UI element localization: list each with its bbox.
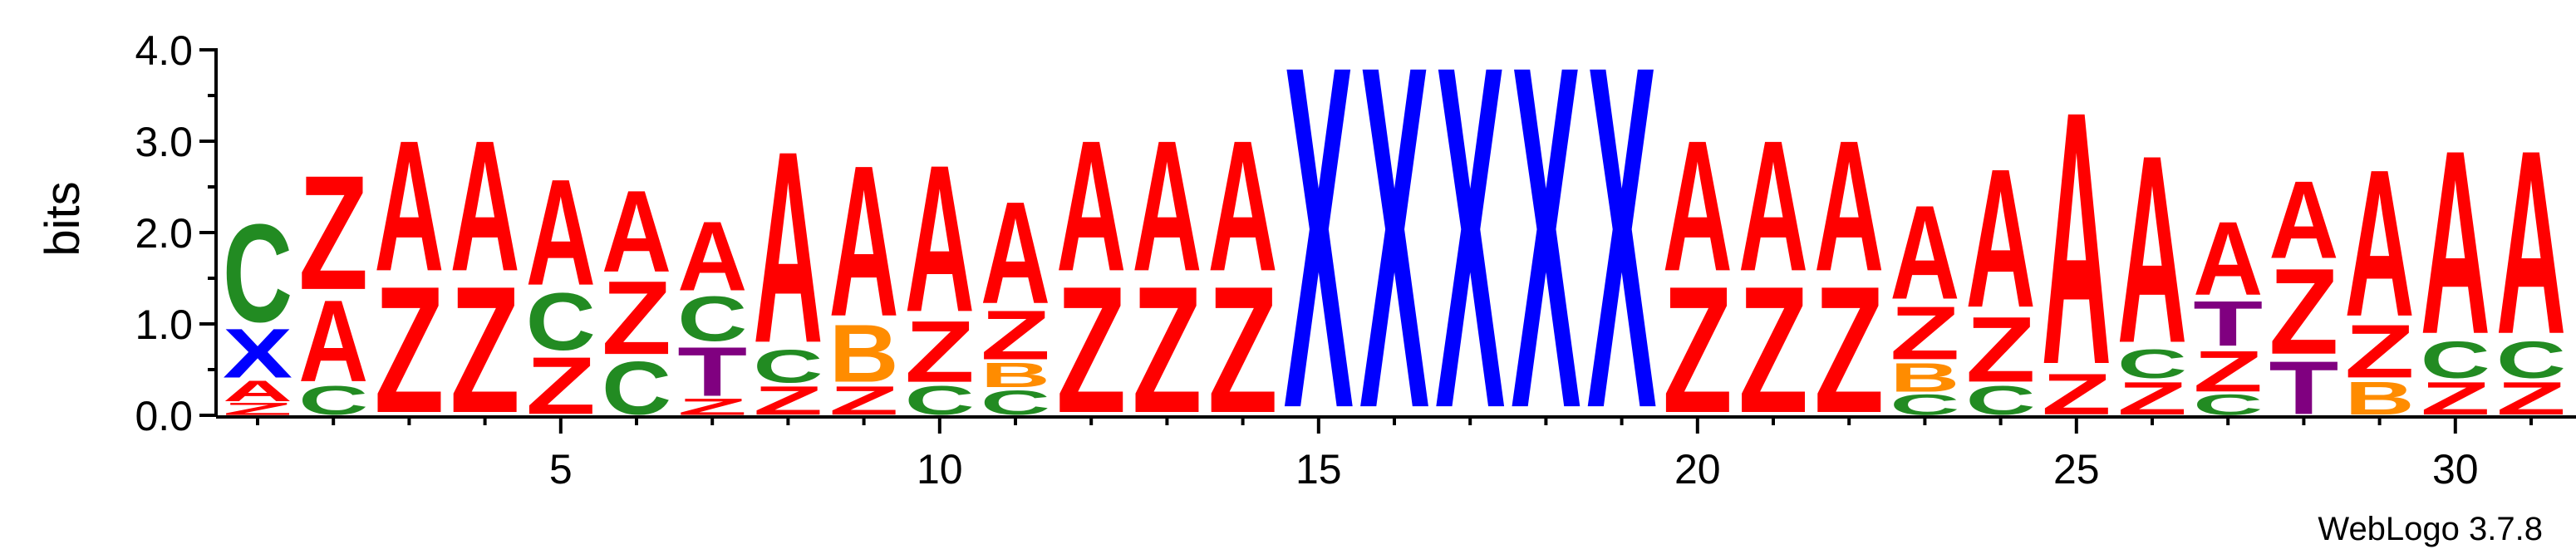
y-tick-label: 4.0 — [135, 27, 193, 74]
y-tick-label: 1.0 — [135, 302, 193, 348]
logo-glyph-z: Z — [981, 297, 1050, 375]
logo-glyph-z: Z — [2269, 243, 2338, 380]
logo-glyph-x: X — [1511, 0, 1581, 511]
logo-glyph-c: C — [2421, 330, 2490, 389]
logo-glyph-a: A — [1056, 101, 1126, 310]
y-ticks: 0.0 1.0 2.0 3.0 4.0 — [135, 27, 216, 439]
logo-glyph-a: A — [677, 200, 747, 311]
x-tick-label: 30 — [2432, 446, 2479, 493]
logo-glyph-a: A — [526, 149, 596, 317]
logo-glyph-z: Z — [905, 302, 975, 400]
logo-glyph-x: X — [1359, 0, 1430, 511]
logo-glyph-a: A — [1814, 101, 1884, 310]
x-tick-label: 20 — [1674, 446, 1721, 493]
logo-glyph-b: B — [1890, 355, 1959, 400]
logo-glyph-a: A — [1132, 101, 1202, 310]
x-tick-label: 10 — [917, 446, 963, 493]
logo-glyph-x: X — [223, 314, 293, 392]
logo-glyph-a: A — [223, 375, 293, 407]
logo-glyph-c: C — [753, 341, 823, 393]
logo-glyph-a: A — [2421, 97, 2490, 390]
y-tick-label: 3.0 — [135, 119, 193, 165]
logo-glyph-a: A — [298, 277, 368, 407]
logo-glyph-a: A — [2269, 158, 2338, 282]
logo-glyph-t: T — [2193, 287, 2263, 360]
y-tick-label: 2.0 — [135, 210, 193, 257]
logo-glyph-x: X — [1435, 0, 1506, 511]
logo-glyph-a: A — [1663, 101, 1733, 310]
logo-glyph-z: Z — [602, 259, 671, 376]
logo-glyph-z: Z — [1890, 290, 1959, 375]
logo-glyph-a: A — [2042, 37, 2111, 440]
y-axis-title: bits — [36, 181, 90, 256]
logo-glyph-c: C — [2496, 330, 2566, 389]
logo-glyph-a: A — [981, 171, 1050, 335]
x-ticks: 5 10 15 20 25 30 — [256, 417, 2533, 493]
logo-glyph-a: A — [2117, 100, 2187, 400]
logo-glyph-x: X — [1284, 0, 1354, 511]
x-tick-label: 5 — [549, 446, 573, 493]
logo-glyph-a: A — [374, 101, 444, 310]
logo-glyph-a: A — [829, 120, 899, 361]
logo-glyph-c: C — [677, 283, 747, 355]
logo-glyph-a: A — [1208, 101, 1278, 310]
x-tick-label: 15 — [1295, 446, 1342, 493]
logo-glyph-a: A — [602, 167, 671, 297]
logo-glyph-z: Z — [223, 400, 293, 419]
logo-glyph-b: B — [829, 308, 899, 399]
logo-glyph-a: A — [2496, 97, 2566, 390]
logo-glyph-c: C — [526, 277, 596, 367]
logo-glyph-a: A — [1966, 127, 2036, 349]
y-tick-label: 0.0 — [135, 393, 193, 439]
logo-glyph-b: B — [981, 355, 1050, 395]
logo-glyph-z: Z — [2193, 339, 2263, 404]
logo-glyph-a: A — [450, 101, 520, 310]
logo-glyph-z: Z — [2345, 308, 2415, 393]
axes: 0.0 1.0 2.0 3.0 4.0 5 10 15 20 25 30 — [135, 27, 2576, 493]
logo-glyph-z: Z — [298, 142, 368, 324]
logo-glyph-a: A — [753, 95, 823, 400]
logo-glyph-a: A — [1738, 101, 1808, 310]
logo-glyph-a: A — [1890, 178, 1959, 327]
logo-glyph-a: A — [905, 121, 975, 356]
logo-glyph-t: T — [677, 333, 747, 411]
logo-glyph-a: A — [2193, 199, 2263, 316]
logo-glyph-z: Z — [1966, 297, 2036, 401]
logo-glyph-c: C — [2117, 341, 2187, 387]
logo-glyph-a: A — [2345, 125, 2415, 360]
weblogo-credit: WebLogo 3.7.8 — [2318, 511, 2543, 547]
logo-glyph-x: X — [1587, 0, 1658, 511]
x-tick-label: 25 — [2053, 446, 2100, 493]
logo-glyph-c: C — [223, 194, 293, 351]
